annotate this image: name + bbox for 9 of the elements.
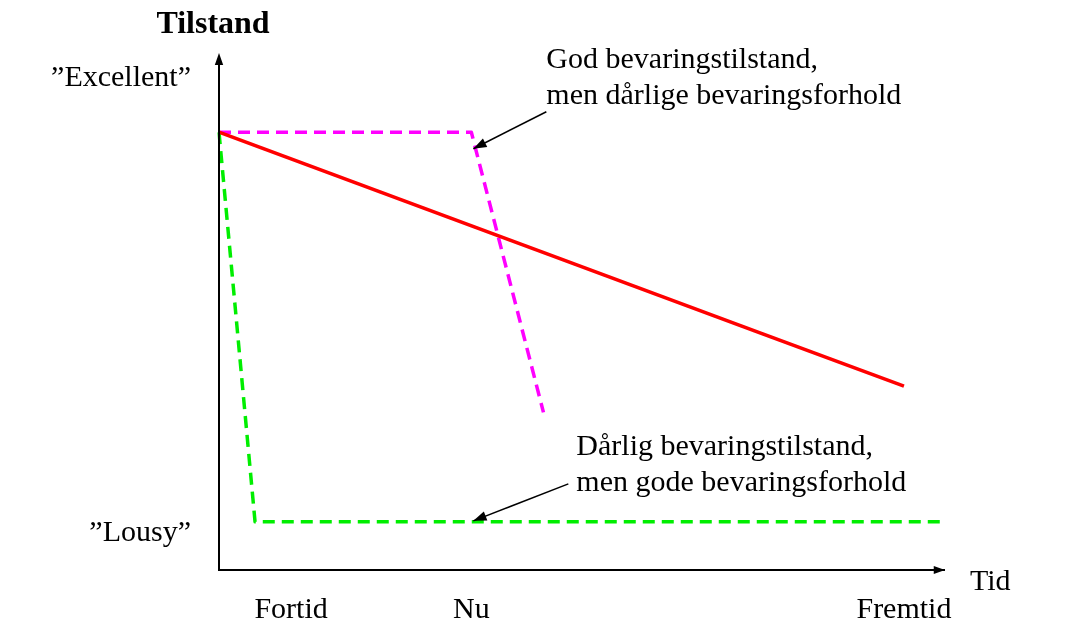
text: ”Lousy” xyxy=(89,513,191,547)
x-axis-title: Tid xyxy=(970,562,1011,596)
x-tick-label: Fremtid xyxy=(856,590,952,624)
x-tick-label: Fortid xyxy=(254,590,328,624)
y-axis-title: Tilstand xyxy=(156,4,270,41)
annotation: God bevaringstilstand, men dårlige bevaringsforhold xyxy=(546,40,902,110)
annotation: Dårlig bevaringstilstand, men gode bevaringsforhold xyxy=(576,427,907,497)
x-tick-label: Nu xyxy=(453,590,490,624)
text: ”Excellent” xyxy=(51,58,191,92)
